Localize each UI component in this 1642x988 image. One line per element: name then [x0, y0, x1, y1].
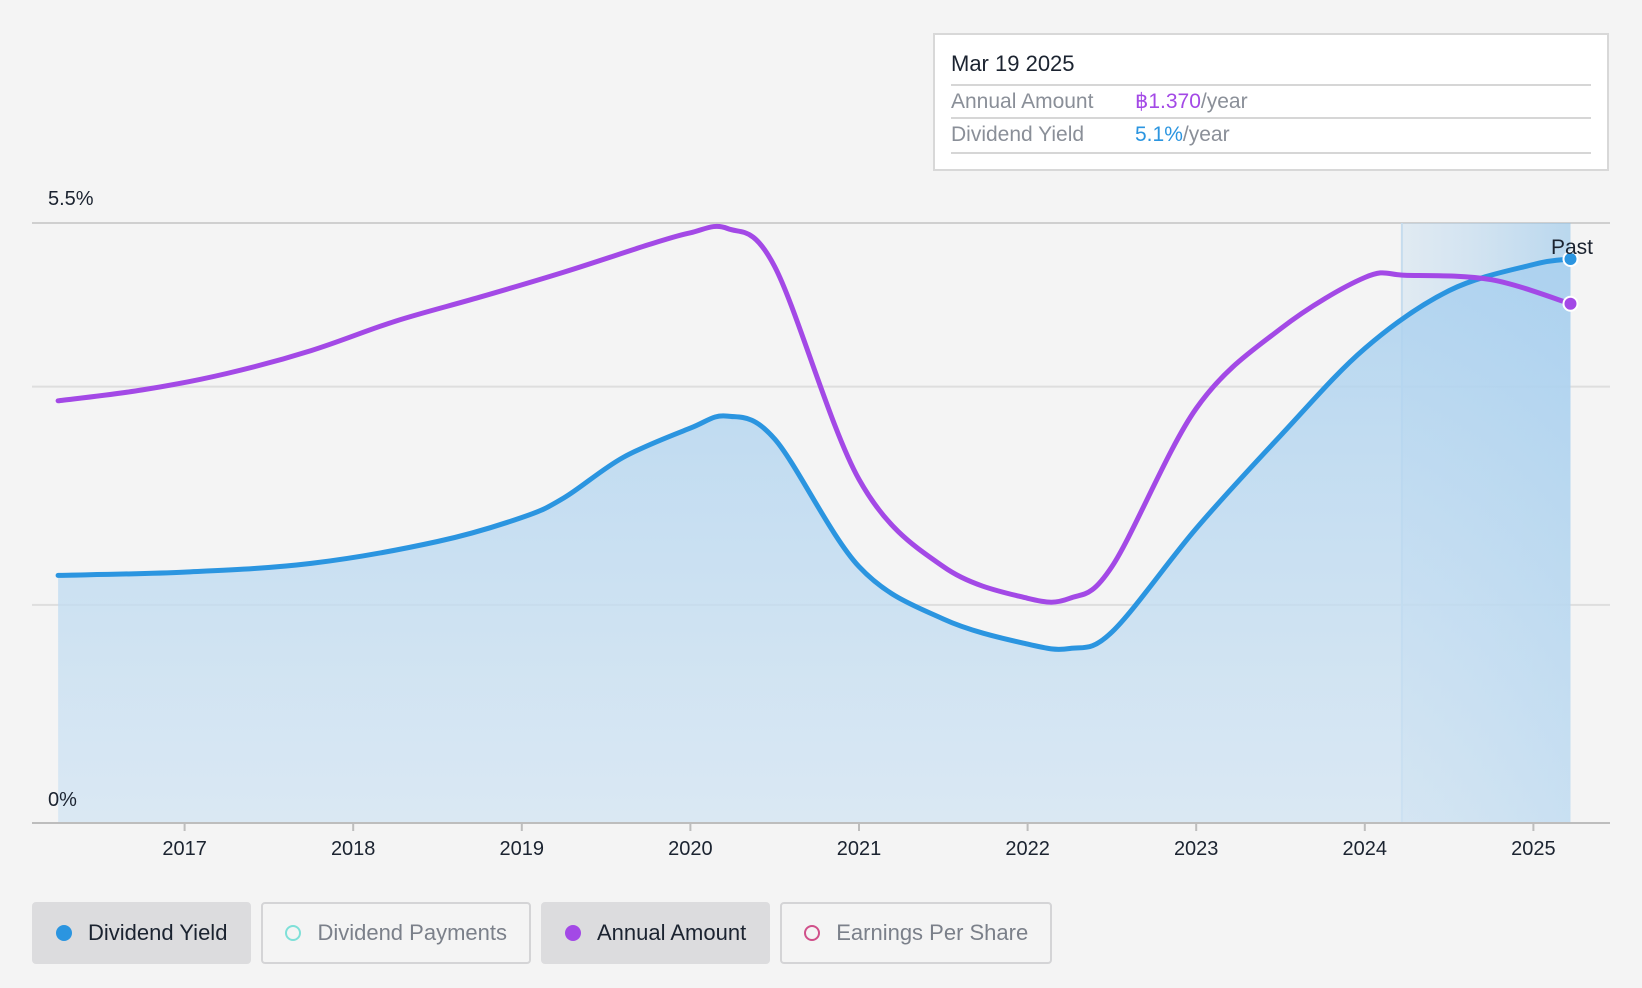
legend-item-dividend-yield[interactable]: Dividend Yield	[32, 902, 252, 964]
tooltip-label: Annual Amount	[951, 90, 1094, 113]
tooltip-panel: Mar 19 2025 Annual Amount ฿1.370/year Di…	[933, 33, 1609, 171]
tooltip-value: ฿1.370	[1135, 90, 1201, 113]
dividend-yield-end-marker	[1562, 251, 1579, 267]
tooltip-suffix: /year	[1182, 123, 1230, 146]
tooltip-row-annual-amount: Annual Amount ฿1.370/year	[951, 84, 1591, 119]
dividend-yield-area	[58, 259, 1571, 823]
tooltip-suffix: /year	[1200, 90, 1248, 113]
legend-label: Annual Amount	[596, 920, 747, 945]
tooltip-value: 5.1%	[1135, 123, 1183, 146]
x-tick-label: 2024	[1343, 838, 1388, 860]
legend-label: Dividend Payments	[317, 920, 507, 945]
tooltip-label: Dividend Yield	[951, 123, 1085, 146]
annual-amount-end-marker	[1562, 295, 1579, 312]
x-tick-label: 2021	[837, 838, 882, 860]
tooltip-date: Mar 19 2025	[951, 51, 1075, 76]
legend-label: Dividend Yield	[88, 920, 228, 945]
y-tick-label-top: 5.5%	[48, 188, 94, 210]
dot-icon	[564, 925, 581, 941]
x-tick-label: 2022	[1005, 838, 1050, 860]
dot-icon	[285, 925, 302, 941]
annual-amount-line	[55, 223, 1573, 605]
legend-item-dividend-payments[interactable]: Dividend Payments	[261, 902, 531, 964]
dot-icon	[804, 925, 821, 941]
x-tick-label: 2019	[500, 838, 545, 860]
y-tick-label-bottom: 0%	[48, 789, 77, 811]
legend-item-earnings-per-share[interactable]: Earnings Per Share	[780, 902, 1053, 964]
x-tick-label: 2018	[331, 838, 376, 860]
legend-item-annual-amount[interactable]: Annual Amount	[540, 902, 771, 964]
tooltip-row-dividend-yield: Dividend Yield 5.1%/year	[951, 117, 1591, 154]
dividend-yield-line	[55, 256, 1573, 652]
x-tick-label: 2025	[1511, 838, 1556, 860]
legend: Dividend Yield Dividend Payments Annual …	[32, 902, 1053, 964]
dot-icon	[56, 925, 72, 941]
x-tick-label: 2023	[1174, 838, 1219, 860]
legend-label: Earnings Per Share	[836, 920, 1029, 945]
x-tick-label: 2017	[162, 838, 207, 860]
x-tick-label: 2020	[668, 838, 713, 860]
past-label: Past	[1551, 236, 1593, 259]
